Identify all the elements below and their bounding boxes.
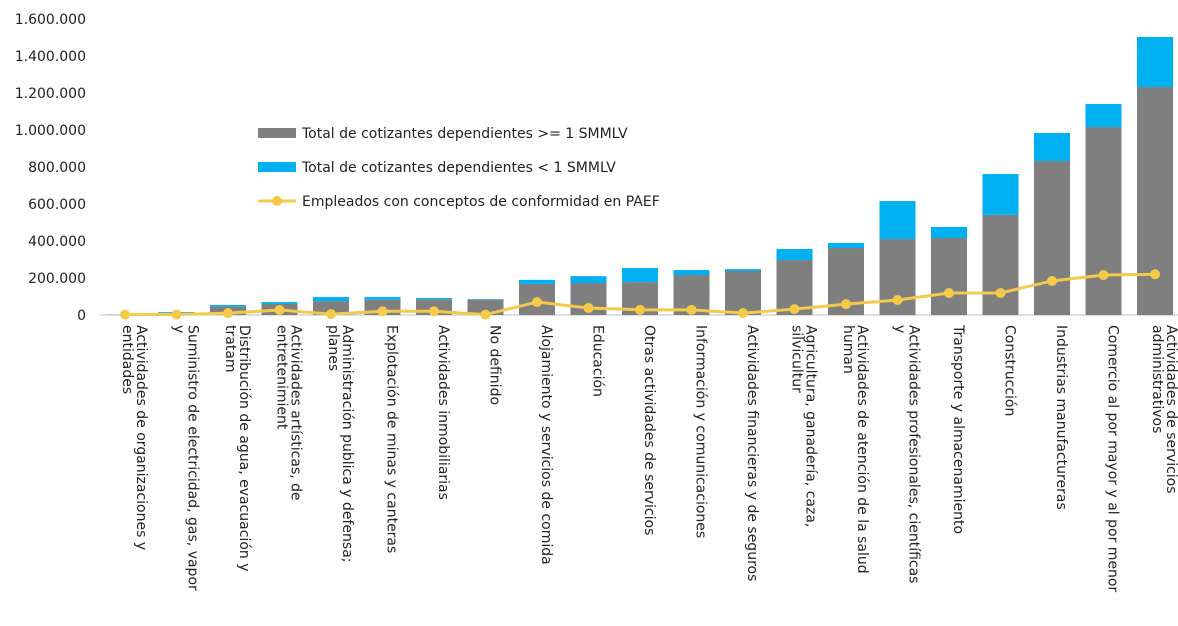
x-tick-label: Explotación de minas y canteras — [384, 325, 400, 553]
x-tick-label: Actividades de atención de la saludhuman — [840, 325, 870, 574]
legend-swatch — [258, 128, 296, 138]
y-tick-label: 600.000 — [28, 197, 86, 213]
line-marker — [274, 305, 285, 316]
x-tick-label: Actividades inmobiliarias — [435, 325, 451, 500]
x-tick-label: Transporte y almacenamiento — [950, 324, 966, 534]
line-marker — [1047, 275, 1057, 286]
line-marker — [892, 295, 903, 306]
x-tick-label: Educación — [590, 325, 606, 397]
line-marker — [789, 304, 800, 315]
x-tick-label: Comercio al por mayor y al por menor — [1105, 325, 1121, 592]
x-tick-label: Industrias manufactureras — [1053, 325, 1069, 510]
line-marker — [841, 299, 851, 310]
bar — [1034, 132, 1070, 162]
x-tick-label: Administración publica y defensa;planes — [325, 325, 355, 563]
bar — [519, 279, 555, 284]
line-marker — [223, 308, 233, 319]
line-marker — [480, 309, 491, 320]
y-tick-label: 1.400.000 — [15, 49, 86, 65]
bar — [879, 201, 916, 239]
line-marker — [429, 306, 439, 317]
legend-swatch — [258, 162, 296, 172]
bar — [1137, 36, 1173, 88]
line-marker — [326, 309, 336, 320]
bar — [261, 302, 298, 304]
x-tick-label: Actividades de serviciosadministrativos — [1149, 325, 1178, 494]
x-tick-label: Actividades profesionales, científicasy — [892, 325, 922, 583]
bar — [467, 299, 504, 300]
x-tick-label: Suministro de electricidad, gas, vapory — [171, 325, 201, 591]
line-marker — [1098, 270, 1109, 281]
legend-label: Total de cotizantes dependientes >= 1 SM… — [301, 126, 628, 142]
line-marker — [1150, 269, 1160, 280]
bar — [828, 243, 864, 249]
bar — [1085, 127, 1122, 315]
bar — [1137, 87, 1173, 315]
line-marker — [532, 297, 542, 308]
line-marker — [944, 287, 954, 298]
x-tick-label: Otras actividades de servicios — [641, 325, 657, 535]
y-tick-label: 200.000 — [28, 271, 86, 287]
bar — [313, 297, 349, 302]
x-tick-label: Alojamiento y servicios de comida — [538, 325, 554, 565]
x-tick-label: Información y comunicaciones — [693, 325, 709, 538]
bar — [364, 297, 401, 300]
y-tick-label: 0 — [77, 308, 86, 324]
bar — [1085, 103, 1122, 128]
line-marker — [995, 287, 1006, 298]
line-marker — [171, 309, 182, 320]
legend-label: Empleados con conceptos de conformidad e… — [302, 194, 660, 210]
x-tick-label: Distribución de agua, evacuación ytratam — [222, 325, 252, 572]
x-tick-label: Actividades financieras y de seguros — [744, 325, 760, 581]
bar — [622, 268, 658, 283]
x-tick-label: No definido — [487, 325, 503, 405]
y-tick-label: 1.200.000 — [15, 86, 86, 102]
legend-label: Total de cotizantes dependientes < 1 SMM… — [301, 160, 616, 176]
bar — [776, 248, 813, 261]
line-marker — [120, 309, 130, 320]
line-marker — [686, 304, 697, 315]
line-marker — [738, 308, 748, 319]
bar — [673, 270, 710, 276]
y-tick-label: 1.600.000 — [15, 12, 86, 28]
bar — [982, 174, 1019, 215]
y-tick-label: 400.000 — [28, 234, 86, 250]
x-tick-label: Construcción — [1002, 325, 1018, 416]
line-marker — [635, 304, 645, 315]
x-tick-label: Agricultura, ganadería, caza,silvicultur — [789, 325, 819, 527]
x-tick-label: Actividades artísticas, deentretenimient — [274, 325, 304, 501]
bar — [313, 301, 349, 315]
y-tick-label: 800.000 — [28, 160, 86, 176]
bar — [982, 214, 1019, 315]
bar — [931, 238, 967, 315]
line-marker — [377, 306, 388, 317]
legend-swatch — [272, 196, 282, 206]
x-tick-label: Actividades de organizaciones yentidades — [119, 325, 149, 550]
bar — [1034, 161, 1070, 315]
bar — [725, 270, 761, 315]
bar — [725, 269, 761, 271]
bar — [210, 305, 246, 307]
line-marker — [583, 302, 594, 313]
bar — [570, 276, 607, 283]
y-tick-label: 1.000.000 — [15, 123, 86, 139]
bar — [416, 297, 452, 300]
bar — [931, 226, 967, 239]
